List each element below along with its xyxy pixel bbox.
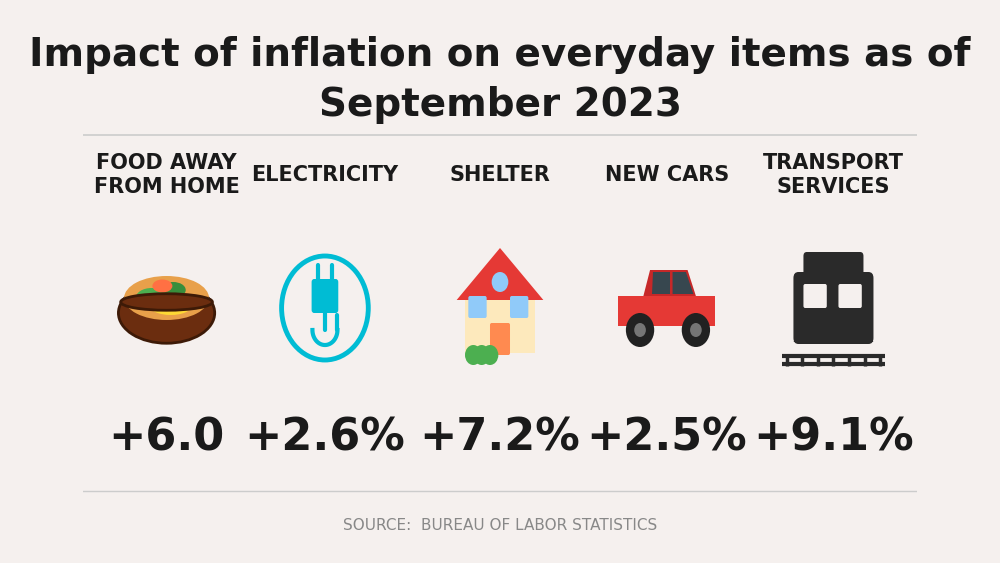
FancyBboxPatch shape: [803, 284, 827, 308]
FancyBboxPatch shape: [838, 284, 862, 308]
Ellipse shape: [177, 293, 193, 309]
Text: SHELTER: SHELTER: [450, 165, 550, 185]
Text: FOOD AWAY
FROM HOME: FOOD AWAY FROM HOME: [94, 153, 239, 198]
Text: September 2023: September 2023: [319, 86, 682, 124]
FancyBboxPatch shape: [312, 279, 338, 313]
Text: +7.2%: +7.2%: [420, 417, 580, 459]
Circle shape: [473, 345, 490, 365]
Circle shape: [626, 313, 654, 347]
Ellipse shape: [136, 288, 167, 308]
Polygon shape: [618, 296, 715, 326]
Text: Impact of inflation on everyday items as of: Impact of inflation on everyday items as…: [29, 36, 971, 74]
Circle shape: [690, 323, 702, 337]
Text: +2.6%: +2.6%: [245, 417, 405, 459]
Circle shape: [682, 313, 710, 347]
Text: TRANSPORT
SERVICES: TRANSPORT SERVICES: [763, 153, 904, 198]
Ellipse shape: [150, 297, 192, 315]
Polygon shape: [652, 272, 670, 294]
Circle shape: [492, 272, 508, 292]
FancyBboxPatch shape: [510, 296, 528, 318]
Circle shape: [465, 345, 482, 365]
Ellipse shape: [152, 279, 172, 293]
FancyBboxPatch shape: [468, 296, 487, 318]
Polygon shape: [465, 300, 535, 353]
Text: SOURCE:  BUREAU OF LABOR STATISTICS: SOURCE: BUREAU OF LABOR STATISTICS: [343, 517, 657, 533]
FancyBboxPatch shape: [490, 323, 510, 355]
Polygon shape: [673, 272, 693, 294]
Ellipse shape: [161, 282, 186, 298]
Text: +6.0: +6.0: [108, 417, 225, 459]
Text: NEW CARS: NEW CARS: [605, 165, 729, 185]
Ellipse shape: [121, 294, 212, 310]
Ellipse shape: [118, 283, 215, 343]
Text: +2.5%: +2.5%: [586, 417, 747, 459]
Polygon shape: [457, 248, 543, 300]
Ellipse shape: [124, 276, 209, 320]
Polygon shape: [793, 336, 873, 342]
FancyBboxPatch shape: [803, 252, 863, 282]
Text: +9.1%: +9.1%: [753, 417, 914, 459]
Text: ELECTRICITY: ELECTRICITY: [251, 165, 399, 185]
Circle shape: [482, 345, 498, 365]
Polygon shape: [643, 270, 696, 296]
FancyBboxPatch shape: [793, 272, 873, 344]
Circle shape: [634, 323, 646, 337]
